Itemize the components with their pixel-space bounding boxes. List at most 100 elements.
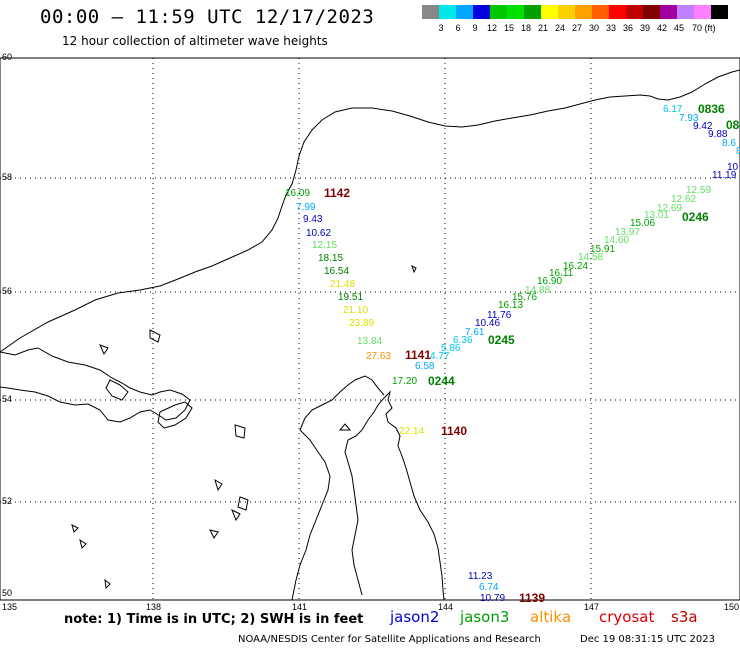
coastline — [0, 58, 740, 601]
wave-height-obs: 11.76 — [487, 310, 512, 321]
wave-height-obs: 12.59 — [686, 185, 712, 196]
wave-height-obs: 6.17 — [663, 104, 683, 115]
wave-height-obs: 17.20 — [392, 376, 418, 387]
graticule — [0, 58, 740, 600]
wave-height-obs: 18.15 — [318, 253, 344, 264]
map-frame — [0, 57, 740, 601]
scale-label: 36 — [622, 23, 633, 33]
lon-label-141: 141 — [292, 602, 308, 612]
wave-height-obs: 7.61 — [465, 327, 485, 338]
wave-height-obs: 9.88 — [708, 129, 728, 140]
wave-height-obs: 11.23 — [468, 571, 493, 582]
pass-label: 0244 — [428, 374, 455, 388]
pass-label: 1140 — [441, 424, 468, 438]
scale-swatch — [677, 5, 694, 19]
scale-swatch — [456, 5, 473, 19]
wave-height-obs: 12.62 — [671, 194, 697, 205]
wave-height-obs: 13.97 — [615, 227, 641, 238]
wave-height-obs: 15.91 — [590, 244, 616, 255]
wave-height-obs: 5.86 — [441, 343, 461, 354]
wave-height-obs: 7.93 — [679, 113, 699, 124]
scale-label: 15 — [503, 23, 514, 33]
scale-label: 9 — [472, 23, 478, 33]
wave-height-obs: 6.58 — [415, 361, 435, 372]
wave-height-obs: 16.13 — [498, 300, 524, 311]
scale-label: 27 — [571, 23, 582, 33]
lon-label-144: 144 — [438, 602, 454, 612]
wave-height-obs: 8.6 — [722, 138, 736, 149]
scale-swatch — [575, 5, 592, 19]
wave-height-obs: 16.90 — [537, 276, 563, 287]
wave-height-obs: 4.77 — [430, 351, 450, 362]
scale-label: 42 — [656, 23, 667, 33]
scale-swatch — [643, 5, 660, 19]
wave-height-obs: 14.88 — [525, 285, 551, 296]
footer-source: NOAA/NESDIS Center for Satellite Applica… — [238, 634, 541, 645]
wave-height-obs: 21.48 — [330, 279, 356, 290]
scale-swatch — [592, 5, 609, 19]
scale-swatch — [490, 5, 507, 19]
wave-height-obs: 16.24 — [563, 261, 589, 272]
pass-label: 1139 — [519, 591, 546, 605]
wave-height-obs: 10 — [727, 162, 739, 173]
pass-label: 0246 — [682, 210, 709, 224]
wave-height-obs: 12.15 — [312, 240, 338, 251]
legend-note: note: 1) Time is in UTC; 2) SWH is in fe… — [64, 612, 364, 627]
wave-height-obs: 6.36 — [453, 335, 473, 346]
scale-label: 24 — [554, 23, 565, 33]
scale-label: 39 — [639, 23, 650, 33]
wave-height-obs: 19.51 — [338, 292, 364, 303]
wave-height-obs: 27.63 — [366, 351, 392, 362]
scale-swatch — [473, 5, 490, 19]
footer-timestamp: Dec 19 08:31:15 UTC 2023 — [580, 634, 715, 645]
scale-swatch — [439, 5, 456, 19]
wave-height-obs: 6.74 — [479, 582, 499, 593]
scale-swatch — [507, 5, 524, 19]
scale-label: 21 — [537, 23, 548, 33]
lat-label-52: 52 — [2, 496, 13, 506]
pass-label: 0245 — [488, 333, 515, 347]
lat-label-56: 56 — [2, 286, 13, 296]
wave-height-obs: 9.43 — [303, 214, 323, 225]
wave-height-obs: 10.79 — [480, 593, 506, 604]
scale-swatch — [711, 5, 728, 19]
scale-label: 18 — [520, 23, 531, 33]
scale-swatch — [609, 5, 626, 19]
wave-height-obs: 15.06 — [630, 218, 656, 229]
scale-label: 45 — [673, 23, 684, 33]
mission-jason3: jason3 — [460, 608, 510, 626]
lat-label-50: 50 — [2, 588, 13, 598]
scale-swatch — [524, 5, 541, 19]
scale-swatch — [558, 5, 575, 19]
wave-height-obs: 8 — [736, 146, 740, 157]
lat-label-60: 60 — [2, 52, 13, 62]
scale-swatch — [422, 5, 439, 19]
mission-cryosat: cryosat — [599, 608, 655, 626]
wave-height-obs: 14.58 — [578, 252, 604, 263]
lon-label-147: 147 — [584, 602, 600, 612]
scale-swatch — [660, 5, 677, 19]
wave-height-obs: 10.46 — [475, 318, 501, 329]
lon-label-135: 135 — [2, 602, 18, 612]
wave-height-obs: 11.19 — [712, 170, 737, 181]
wave-height-obs: 16.54 — [324, 266, 350, 277]
mission-jason2: jason2 — [390, 608, 440, 626]
scale-swatch — [541, 5, 558, 19]
mission-s3a: s3a — [671, 608, 698, 626]
wave-height-obs: 21.10 — [343, 305, 369, 316]
mission-altika: altika — [530, 608, 572, 626]
pass-label: 0836 — [698, 102, 725, 116]
pass-label: 1141 — [405, 348, 432, 362]
scale-label: 70 (ft) — [692, 23, 716, 33]
wave-height-obs: 14.60 — [604, 235, 630, 246]
lon-label-150: 150 — [724, 602, 740, 612]
wave-height-obs: 13.01 — [644, 210, 670, 221]
pass-label: 1142 — [324, 186, 351, 200]
scale-swatch — [626, 5, 643, 19]
wave-height-obs: 22.14 — [399, 426, 425, 437]
lat-label-58: 58 — [2, 172, 13, 182]
wave-height-obs: 12.69 — [657, 203, 683, 214]
wave-height-obs: 10.62 — [306, 228, 332, 239]
wave-height-obs: 16.09 — [285, 188, 311, 199]
